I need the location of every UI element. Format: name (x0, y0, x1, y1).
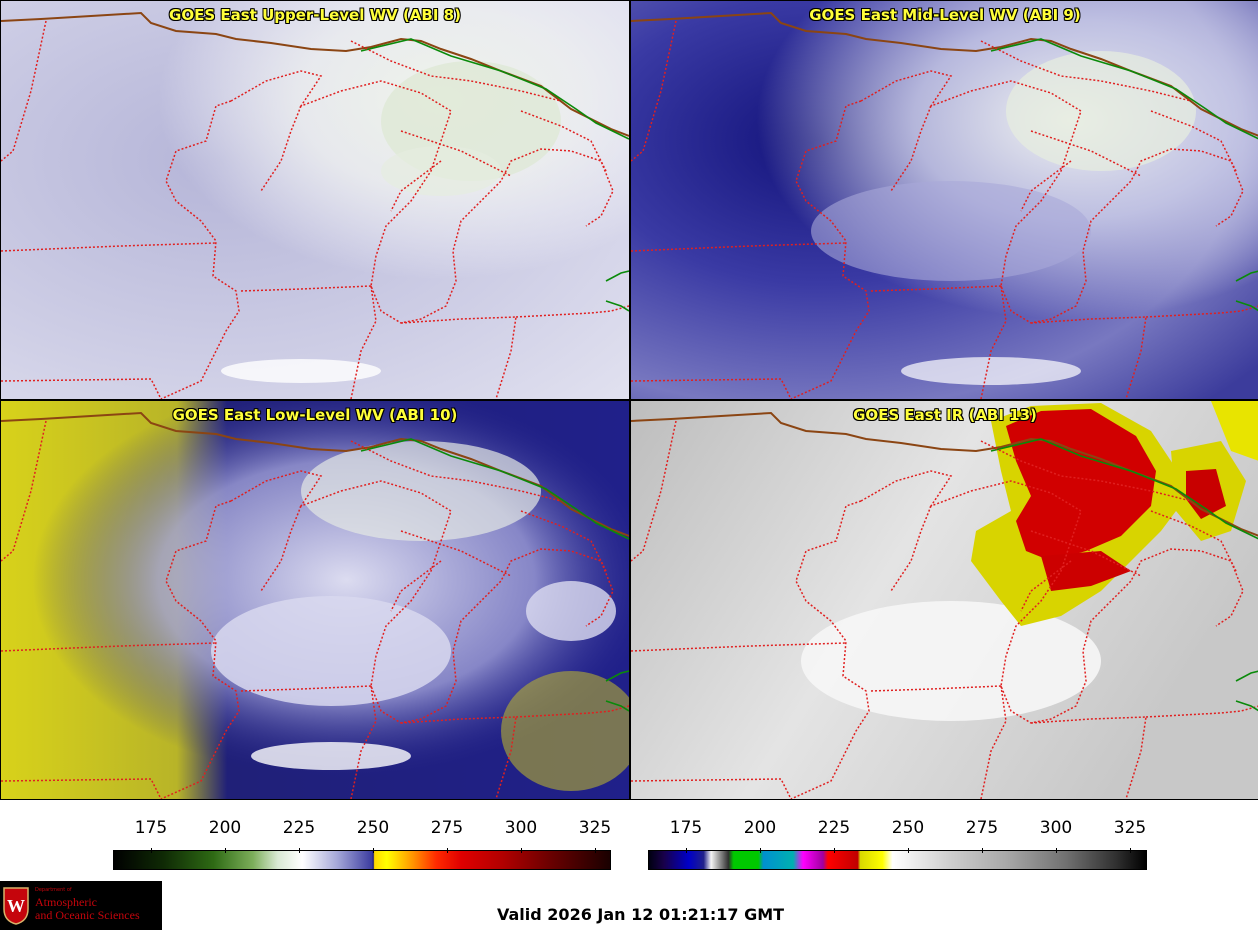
tick-mark (299, 848, 300, 853)
panel-title: GOES East Upper-Level WV (ABI 8) (169, 6, 461, 24)
tick-label: 325 (1113, 818, 1147, 838)
tick-label: 225 (817, 818, 851, 838)
upper-level-wv-panel: GOES East Upper-Level WV (ABI 8) (0, 0, 630, 400)
tick-mark (686, 848, 687, 853)
svg-text:W: W (7, 896, 25, 916)
tick-label: 275 (430, 818, 464, 838)
tick-mark (908, 848, 909, 853)
logo-line-atmospheric: Atmospheric (35, 895, 97, 909)
ir-color-scale (648, 850, 1147, 870)
tick-mark (225, 848, 226, 853)
tick-label: 200 (743, 818, 777, 838)
tick-label: 250 (356, 818, 390, 838)
tick-mark (521, 848, 522, 853)
tick-mark (151, 848, 152, 853)
tick-label: 300 (504, 818, 538, 838)
tick-label: 275 (965, 818, 999, 838)
mid-level-wv-panel: GOES East Mid-Level WV (ABI 9) (630, 0, 1258, 400)
tick-mark (760, 848, 761, 853)
tick-label: 325 (578, 818, 612, 838)
panel-title: GOES East Mid-Level WV (ABI 9) (809, 6, 1081, 24)
logo-department: Department of (35, 887, 72, 893)
tick-label: 175 (669, 818, 703, 838)
panel-title: GOES East Low-Level WV (ABI 10) (172, 406, 458, 424)
wv-color-scale (113, 850, 611, 870)
tick-label: 200 (208, 818, 242, 838)
tick-label: 300 (1039, 818, 1073, 838)
tick-mark (447, 848, 448, 853)
tick-mark (595, 848, 596, 853)
low-level-wv-image (1, 401, 629, 799)
tick-label: 250 (891, 818, 925, 838)
tick-mark (1056, 848, 1057, 853)
ir-image (631, 401, 1258, 799)
tick-mark (834, 848, 835, 853)
upper-level-wv-image (1, 1, 629, 399)
ir-colorbar: 175 200 225 250 275 300 325 (648, 810, 1147, 880)
panel-title: GOES East IR (ABI 13) (853, 406, 1037, 424)
wv-colorbar: 175 200 225 250 275 300 325 (113, 810, 611, 880)
tick-mark (1130, 848, 1131, 853)
logo-line-oceanic: and Oceanic Sciences (35, 908, 140, 922)
valid-time: Valid 2026 Jan 12 01:21:17 GMT (497, 905, 785, 924)
aos-logo: W Department of Atmospheric and Oceanic … (0, 881, 162, 930)
low-level-wv-panel: GOES East Low-Level WV (ABI 10) (0, 400, 630, 800)
tick-label: 175 (134, 818, 168, 838)
uw-crest-icon: W (3, 887, 29, 925)
tick-label: 225 (282, 818, 316, 838)
tick-mark (982, 848, 983, 853)
mid-level-wv-image (631, 1, 1258, 399)
tick-mark (373, 848, 374, 853)
ir-panel: GOES East IR (ABI 13) (630, 400, 1258, 800)
